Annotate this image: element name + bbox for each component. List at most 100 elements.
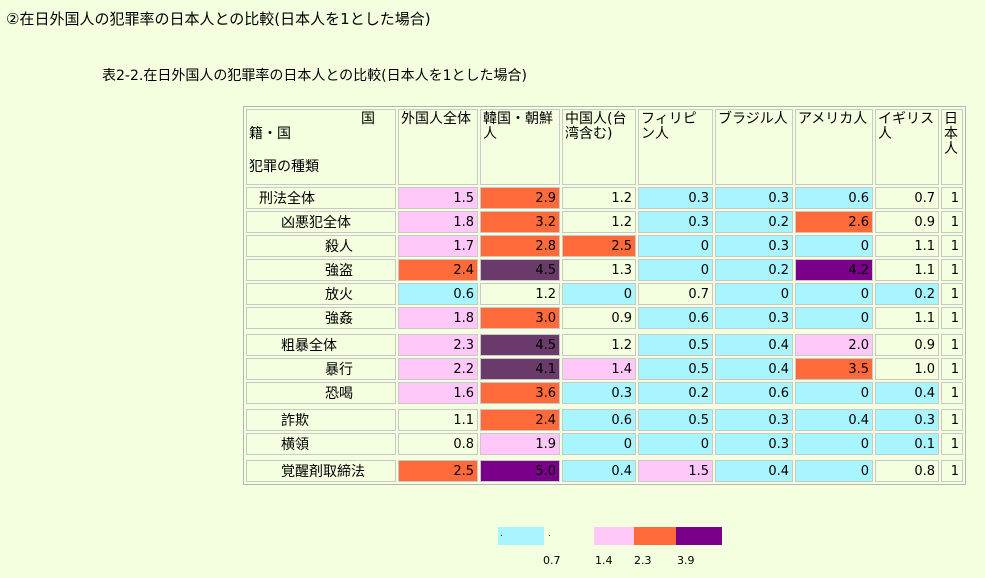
ratio-cell: 1: [941, 283, 963, 305]
ratio-cell: 0: [638, 259, 713, 281]
ratio-cell: 4.5: [480, 334, 560, 356]
ratio-cell: 0.3: [638, 187, 713, 209]
ratio-cell: 0.3: [715, 409, 793, 431]
ratio-cell: 3.6: [480, 382, 560, 404]
separator-cell: [246, 457, 963, 458]
ratio-cell: 0.6: [638, 307, 713, 329]
ratio-cell: 3.5: [795, 358, 873, 380]
ratio-cell: 4.5: [480, 259, 560, 281]
ratio-cell: 0.4: [715, 334, 793, 356]
ratio-cell: 4.2: [795, 259, 873, 281]
ratio-cell: 2.8: [480, 235, 560, 257]
ratio-cell: 1.1: [875, 235, 939, 257]
table-row: 放火 0.6 1.2 0 0.7 0 0 0.2 1: [246, 283, 963, 305]
ratio-cell: 0.2: [715, 259, 793, 281]
ratio-cell: 4.1: [480, 358, 560, 380]
ratio-cell: 0: [638, 433, 713, 455]
page-title: ②在日外国人の犯罪率の日本人との比較(日本人を1とした場合): [6, 10, 431, 28]
header-korea: 韓国・朝鮮人: [480, 109, 560, 185]
table-row: 覚醒剤取締法 2.5 5.0 0.4 1.5 0.4 0 0.8 1: [246, 460, 963, 482]
table-row: 暴行 2.2 4.1 1.4 0.5 0.4 3.5 1.0 1: [246, 358, 963, 380]
ratio-cell: 0.5: [638, 358, 713, 380]
ratio-cell: 1: [941, 259, 963, 281]
table-row: 詐欺 1.1 2.4 0.6 0.5 0.3 0.4 0.3 1: [246, 409, 963, 431]
header-corner-cell: 国 籍・国 犯罪の種類: [246, 109, 396, 185]
crime-type-label: 強姦: [246, 307, 396, 329]
ratio-cell: 1.2: [562, 211, 636, 233]
ratio-cell: 0.8: [875, 460, 939, 482]
ratio-cell: 1.2: [562, 187, 636, 209]
ratio-cell: 1.5: [398, 187, 478, 209]
ratio-cell: 0: [795, 235, 873, 257]
ratio-cell: 5.0: [480, 460, 560, 482]
ratio-cell: 0.3: [715, 433, 793, 455]
ratio-cell: 1.8: [398, 211, 478, 233]
crime-type-label: 放火: [246, 283, 396, 305]
legend-swatch-cyan: [498, 527, 544, 545]
ratio-cell: 0.9: [562, 307, 636, 329]
table-row: 横領 0.8 1.9 0 0 0.3 0 0.1 1: [246, 433, 963, 455]
ratio-cell: 1.3: [562, 259, 636, 281]
header-foreign-total: 外国人全体: [398, 109, 478, 185]
legend-swatch-orange: [634, 527, 680, 545]
table-caption: 表2-2.在日外国人の犯罪率の日本人との比較(日本人を1とした場合): [102, 68, 528, 84]
ratio-cell: 1: [941, 211, 963, 233]
legend-swatch-pink: [594, 527, 640, 545]
ratio-cell: 0.4: [875, 382, 939, 404]
legend-tick: 3.9: [677, 554, 695, 567]
group-separator: [246, 406, 963, 407]
legend-dot: .: [548, 529, 551, 539]
ratio-cell: 0.3: [715, 187, 793, 209]
ratio-cell: 0.2: [875, 283, 939, 305]
ratio-cell: 1: [941, 235, 963, 257]
table-row: 強姦 1.8 3.0 0.9 0.6 0.3 0 1.1 1: [246, 307, 963, 329]
ratio-cell: 1.8: [398, 307, 478, 329]
crime-type-label: 詐欺: [246, 409, 396, 431]
ratio-cell: 1.2: [562, 334, 636, 356]
ratio-cell: 0: [795, 307, 873, 329]
ratio-cell: 0.5: [638, 409, 713, 431]
ratio-cell: 0.5: [638, 334, 713, 356]
crime-type-label: 凶悪犯全体: [246, 211, 396, 233]
crime-type-label: 強盗: [246, 259, 396, 281]
legend-dot: .: [500, 529, 503, 539]
ratio-cell: 2.9: [480, 187, 560, 209]
ratio-cell: 2.3: [398, 334, 478, 356]
header-japan: 日本人: [941, 109, 963, 185]
header-usa: アメリカ人: [795, 109, 873, 185]
ratio-cell: 0.9: [875, 334, 939, 356]
table-row: 恐喝 1.6 3.6 0.3 0.2 0.6 0 0.4 1: [246, 382, 963, 404]
ratio-cell: 1.6: [398, 382, 478, 404]
ratio-cell: 0.6: [398, 283, 478, 305]
ratio-cell: 1.9: [480, 433, 560, 455]
corner-top-label: 国: [361, 111, 375, 127]
ratio-cell: 0.4: [715, 358, 793, 380]
ratio-cell: 1: [941, 334, 963, 356]
ratio-cell: 1: [941, 409, 963, 431]
table-row: 殺人 1.7 2.8 2.5 0 0.3 0 1.1 1: [246, 235, 963, 257]
corner-mid-label: 籍・国: [249, 126, 291, 142]
ratio-cell: 0.3: [715, 307, 793, 329]
legend-tick: 0.7: [543, 554, 561, 567]
ratio-cell: 0.3: [638, 211, 713, 233]
legend-tick: 2.3: [634, 554, 652, 567]
ratio-cell: 1: [941, 460, 963, 482]
ratio-cell: 0.7: [875, 187, 939, 209]
ratio-cell: 0.1: [875, 433, 939, 455]
ratio-cell: 1.2: [480, 283, 560, 305]
ratio-cell: 0: [795, 382, 873, 404]
legend-swatch-none: [546, 527, 592, 545]
ratio-cell: 1.5: [638, 460, 713, 482]
ratio-cell: 1.1: [875, 307, 939, 329]
ratio-cell: 1.4: [562, 358, 636, 380]
ratio-cell: 0: [795, 433, 873, 455]
ratio-cell: 0: [638, 235, 713, 257]
ratio-cell: 0: [562, 283, 636, 305]
ratio-cell: 1.0: [875, 358, 939, 380]
crime-type-label: 横領: [246, 433, 396, 455]
ratio-cell: 2.6: [795, 211, 873, 233]
ratio-cell: 2.2: [398, 358, 478, 380]
ratio-cell: 0.6: [795, 187, 873, 209]
group-separator: [246, 457, 963, 458]
legend-tick: 1.4: [595, 554, 613, 567]
